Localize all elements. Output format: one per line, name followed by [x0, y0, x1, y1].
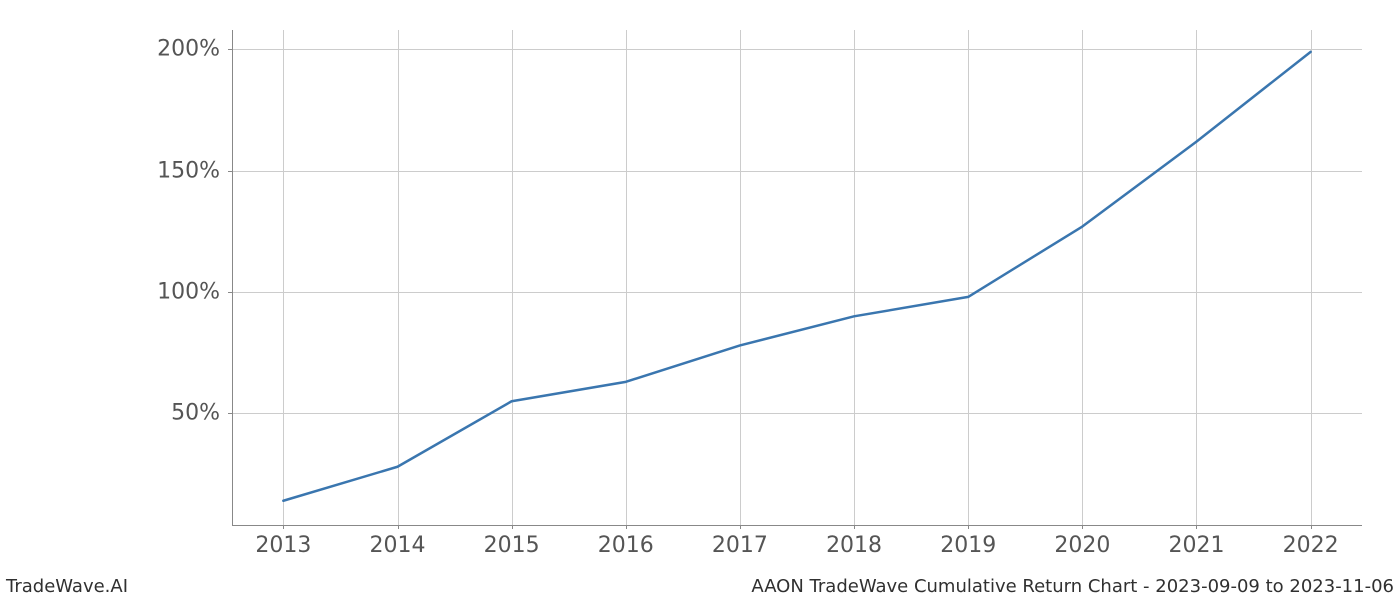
line-series-svg — [232, 30, 1362, 525]
x-tick-label: 2016 — [598, 533, 654, 558]
x-tick-label: 2020 — [1054, 533, 1110, 558]
footer-right-text: AAON TradeWave Cumulative Return Chart -… — [751, 576, 1394, 597]
x-tick-label: 2017 — [712, 533, 768, 558]
y-tick-label: 50% — [171, 401, 220, 426]
x-tick-label: 2018 — [826, 533, 882, 558]
y-tick-label: 200% — [157, 37, 220, 62]
x-tick-label: 2022 — [1283, 533, 1339, 558]
plot-area — [232, 30, 1362, 525]
y-tick-label: 150% — [157, 158, 220, 183]
y-tick-label: 100% — [157, 280, 220, 305]
axis-spine-left — [232, 30, 233, 525]
series-line-cumulative_return — [283, 52, 1310, 501]
chart-container: 2013 2014 2015 2016 2017 2018 2019 2020 2021 2022… — [0, 0, 1400, 600]
x-tick-label: 2015 — [484, 533, 540, 558]
axis-spine-bottom — [232, 525, 1362, 526]
x-tick-label: 2021 — [1168, 533, 1224, 558]
x-tick-label: 2013 — [255, 533, 311, 558]
x-tick-label: 2014 — [370, 533, 426, 558]
footer-left-text: TradeWave.AI — [6, 576, 128, 597]
x-tick-label: 2019 — [940, 533, 996, 558]
